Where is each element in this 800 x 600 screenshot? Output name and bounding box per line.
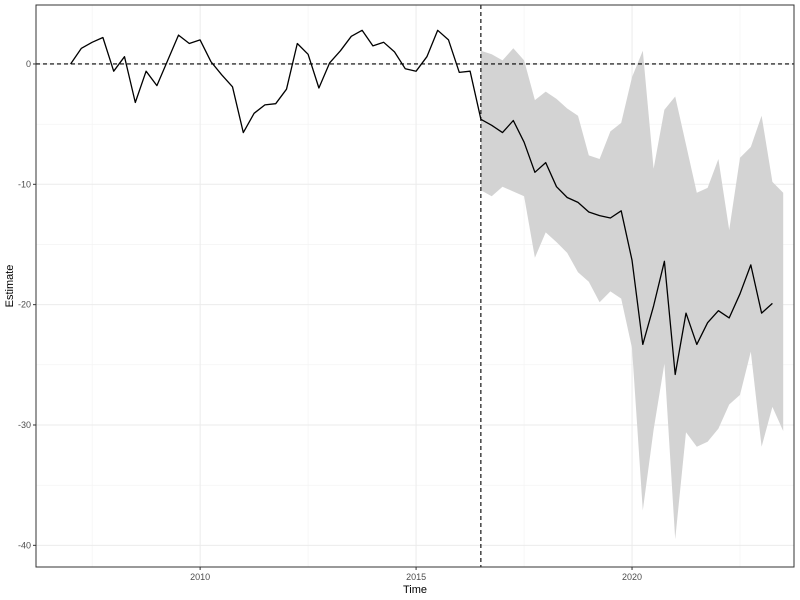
y-tick-label: -20 (18, 300, 31, 310)
x-tick-label: 2020 (622, 572, 642, 582)
x-tick-label: 2015 (406, 572, 426, 582)
y-tick-label: -10 (18, 179, 31, 189)
confidence-band-layer (480, 48, 784, 540)
estimate-series-line (70, 29, 773, 376)
y-tick-label: -40 (18, 540, 31, 550)
confidence-band (480, 48, 784, 540)
panel-border (35, 4, 795, 568)
x-tick-label: 2010 (190, 572, 210, 582)
estimate-line-layer (70, 29, 773, 376)
y-axis-title: Estimate (4, 265, 16, 308)
reference-lines (36, 5, 794, 567)
axis-ticks: 2010 2015 2020 0 -10 -20 -30 -40 (18, 59, 642, 582)
x-axis-title: Time (403, 584, 427, 596)
y-tick-label: 0 (26, 59, 31, 69)
y-tick-label: -30 (18, 420, 31, 430)
